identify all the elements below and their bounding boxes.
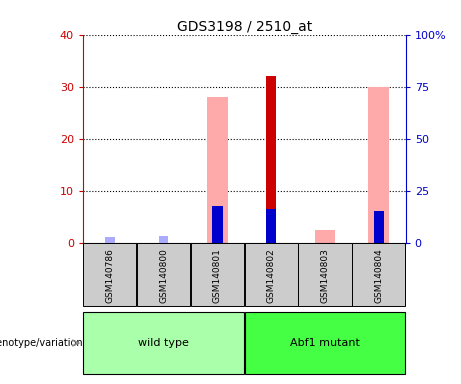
Bar <box>212 206 223 243</box>
Text: GSM140802: GSM140802 <box>267 248 276 303</box>
Bar <box>83 243 136 306</box>
Text: GSM140800: GSM140800 <box>159 248 168 303</box>
Bar <box>298 243 352 306</box>
Text: GSM140786: GSM140786 <box>106 248 114 303</box>
Bar <box>105 237 115 243</box>
Bar <box>191 243 244 306</box>
Bar <box>159 237 168 243</box>
Bar <box>266 76 277 243</box>
Bar <box>368 86 389 243</box>
Bar <box>245 312 405 374</box>
Text: genotype/variation: genotype/variation <box>0 338 83 348</box>
Title: GDS3198 / 2510_at: GDS3198 / 2510_at <box>177 20 312 33</box>
Text: GSM140801: GSM140801 <box>213 248 222 303</box>
Text: wild type: wild type <box>138 338 189 348</box>
Bar <box>245 243 298 306</box>
Bar <box>207 97 228 243</box>
Text: Abf1 mutant: Abf1 mutant <box>290 338 360 348</box>
Bar <box>83 312 244 374</box>
Text: GSM140803: GSM140803 <box>320 248 330 303</box>
Bar <box>266 209 277 243</box>
Bar <box>137 243 190 306</box>
Bar <box>352 243 405 306</box>
Bar <box>315 230 335 243</box>
Bar <box>373 212 384 243</box>
Text: GSM140804: GSM140804 <box>374 248 383 303</box>
